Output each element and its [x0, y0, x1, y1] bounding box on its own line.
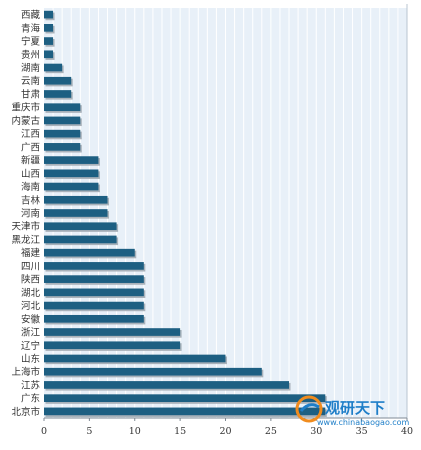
category-label: 内蒙古	[11, 115, 40, 127]
category-label: 北京市	[11, 406, 40, 418]
x-tick-label: 20	[219, 426, 231, 437]
x-tick-label: 5	[86, 426, 92, 437]
category-label: 西藏	[21, 9, 41, 21]
bar-广东	[44, 394, 326, 402]
category-label: 云南	[21, 75, 40, 87]
category-label: 海南	[21, 181, 40, 193]
bar-吉林	[44, 195, 108, 204]
x-tick-label: 25	[265, 426, 277, 437]
x-tick-label: 0	[41, 426, 47, 437]
bar-四川	[44, 262, 144, 270]
x-tick-label: 30	[310, 426, 322, 437]
bar-江苏	[44, 381, 290, 389]
bar-河南	[44, 209, 108, 217]
category-label: 江苏	[21, 379, 41, 391]
watermark-url: www.chinabaogao.com	[317, 418, 410, 427]
bar-上海市	[44, 367, 262, 376]
category-label: 辽宁	[21, 340, 40, 352]
category-label: 吉林	[21, 194, 41, 206]
category-label: 河南	[21, 208, 40, 220]
category-label: 福建	[21, 247, 41, 259]
category-label: 河北	[21, 300, 41, 312]
bar-安徽	[44, 314, 144, 323]
bar-宁夏	[44, 37, 54, 45]
category-label: 青海	[21, 22, 41, 34]
category-label: 山西	[21, 169, 40, 180]
x-tick-label: 10	[129, 426, 141, 437]
bar-湖南	[44, 63, 63, 72]
bar-甘肃	[44, 90, 72, 98]
x-tick-label: 15	[174, 426, 186, 437]
category-label: 广西	[21, 141, 40, 153]
category-label: 江西	[21, 129, 40, 140]
category-label: 宁夏	[21, 36, 41, 48]
bar-辽宁	[44, 341, 181, 350]
bar-陕西	[44, 275, 144, 283]
bar-西藏	[44, 10, 54, 19]
bar-新疆	[44, 156, 99, 164]
category-label: 山东	[21, 353, 40, 365]
category-label: 甘肃	[21, 88, 40, 100]
category-label: 贵州	[21, 49, 40, 61]
bar-福建	[44, 248, 135, 257]
watermark-logo-icon: 观研天下 www.chinabaogao.com	[295, 395, 410, 427]
bar-贵州	[44, 50, 54, 59]
category-label: 湖南	[21, 62, 40, 74]
bar-重庆市	[44, 103, 81, 112]
x-tick-label: 35	[356, 426, 368, 437]
bar-河北	[44, 301, 144, 310]
bar-云南	[44, 76, 72, 85]
x-tick-label: 40	[401, 426, 413, 437]
category-label: 重庆市	[11, 102, 40, 114]
bar-湖北	[44, 288, 144, 297]
bar-黑龙江	[44, 235, 117, 244]
watermark: 观研天下 www.chinabaogao.com	[292, 392, 420, 430]
bar-海南	[44, 182, 99, 191]
category-label: 广东	[21, 393, 40, 405]
bar-广西	[44, 143, 81, 151]
category-label: 浙江	[21, 327, 41, 339]
bar-浙江	[44, 328, 181, 336]
category-label: 黑龙江	[11, 234, 40, 246]
category-label: 安徽	[21, 313, 41, 325]
bar-山西	[44, 169, 99, 178]
bar-青海	[44, 24, 54, 32]
category-label: 新疆	[21, 155, 41, 167]
bar-山东	[44, 354, 226, 363]
bar-天津市	[44, 222, 117, 231]
bar-北京市	[44, 407, 326, 416]
watermark-brand: 观研天下	[325, 399, 385, 417]
bar-江西	[44, 129, 81, 138]
category-label: 陕西	[21, 274, 40, 286]
category-label: 湖北	[21, 288, 41, 299]
category-label: 四川	[21, 261, 40, 272]
bar-内蒙古	[44, 116, 81, 125]
category-label: 上海市	[11, 366, 40, 378]
category-label: 天津市	[11, 221, 40, 233]
